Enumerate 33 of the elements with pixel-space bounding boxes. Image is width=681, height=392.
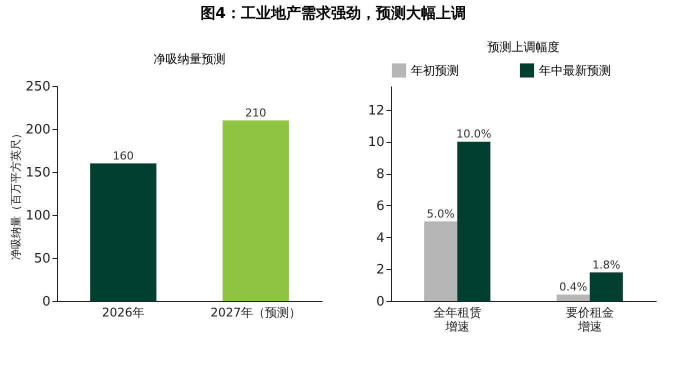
y-tick-label: 4 bbox=[376, 230, 384, 246]
legend-label: 年初预测 bbox=[411, 63, 459, 78]
data-label: 5.0% bbox=[426, 207, 455, 220]
bar bbox=[590, 272, 623, 301]
y-tick-label: 0 bbox=[376, 294, 384, 310]
y-tick-label: 2 bbox=[376, 262, 384, 278]
data-label: 160 bbox=[112, 149, 134, 162]
data-label: 210 bbox=[245, 106, 266, 120]
y-axis-title: 净吸纳量（百万平方英尺） bbox=[10, 128, 23, 260]
data-label: 1.8% bbox=[592, 258, 620, 272]
y-tick-label: 6 bbox=[376, 198, 384, 214]
data-label: 10.0% bbox=[456, 128, 492, 141]
bar bbox=[457, 142, 490, 301]
y-tick-label: 200 bbox=[26, 122, 50, 138]
y-tick-label: 8 bbox=[376, 167, 384, 182]
chart-title: 预测上调幅度 bbox=[488, 40, 560, 54]
bar bbox=[556, 294, 590, 301]
y-tick-label: 12 bbox=[368, 103, 384, 118]
x-tick-label: 2027年（预测） bbox=[210, 306, 302, 320]
x-tick-label: 2026年 bbox=[102, 306, 145, 320]
data-label: 0.4% bbox=[559, 280, 588, 294]
x-tick-label: 全年租赁增速 bbox=[433, 306, 482, 334]
caption: 图4：工业地产需求强劲，预测大幅上调 bbox=[200, 4, 466, 22]
y-tick-label: 50 bbox=[34, 252, 50, 266]
y-tick-label: 250 bbox=[26, 80, 50, 94]
y-tick-label: 150 bbox=[26, 166, 50, 180]
legend-label: 年中最新预测 bbox=[539, 63, 611, 78]
chart-title: 净吸纳量预测 bbox=[154, 52, 226, 66]
y-tick-label: 10 bbox=[368, 135, 384, 150]
bar bbox=[424, 221, 458, 301]
x-tick-label: 要价租金增速 bbox=[566, 306, 614, 334]
y-tick-label: 100 bbox=[26, 208, 50, 224]
y-tick-label: 0 bbox=[42, 294, 50, 310]
